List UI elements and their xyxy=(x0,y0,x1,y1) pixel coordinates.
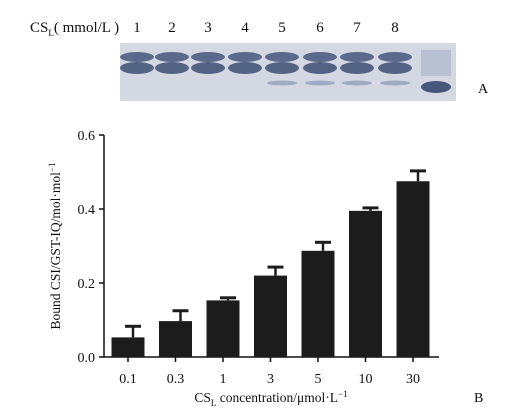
gel-band-faint xyxy=(380,80,410,86)
gel-band-upper xyxy=(155,52,189,62)
x-tick-label: 5 xyxy=(315,372,322,387)
y-tick-label: 0.0 xyxy=(78,351,96,366)
gel-band-upper xyxy=(120,52,154,62)
gel-band-main xyxy=(228,62,262,74)
bar xyxy=(349,210,382,357)
gel-title: CSL( mmol/L ) xyxy=(30,20,119,38)
bar xyxy=(111,337,145,357)
y-axis-ticks: 0.0 0.2 0.4 0.6 xyxy=(78,129,104,366)
x-tick-label: 10 xyxy=(359,372,373,387)
gel-lane-label: 6 xyxy=(316,20,324,36)
bar-chart: 0.0 0.2 0.4 0.6 0.1 0.3 1 3 5 10 30 Bound CSI/GST… xyxy=(47,129,483,408)
gel-panel-letter: A xyxy=(478,82,489,97)
gel-band-upper xyxy=(303,52,337,62)
bar xyxy=(206,300,240,357)
gel-lane-label: 4 xyxy=(241,20,249,36)
y-axis-label: Bound CSI/GST-IQ/mol·mol−1 xyxy=(47,163,63,330)
gel-lane-label: 2 xyxy=(168,20,176,36)
gel-lane-label: 1 xyxy=(133,20,141,36)
gel-band-main xyxy=(378,62,412,74)
gel-band-upper xyxy=(228,52,262,62)
x-tick-label: 0.1 xyxy=(119,372,137,387)
x-axis-ticks: 0.1 0.3 1 3 5 10 30 xyxy=(119,357,420,387)
gel-lane-label: 3 xyxy=(204,20,212,36)
bar xyxy=(301,250,335,357)
x-axis-label: CSL concentration/μmol·L−1 xyxy=(194,389,347,408)
gel-marker-smear xyxy=(421,50,451,76)
x-tick-label: 1 xyxy=(220,372,227,387)
x-tick-label: 3 xyxy=(267,372,274,387)
gel-band-main xyxy=(191,62,225,74)
gel-lane-label: 7 xyxy=(353,20,361,36)
gel-band-faint xyxy=(305,80,335,86)
gel-marker-band xyxy=(421,81,451,93)
gel-band-main xyxy=(120,62,154,74)
gel-band-main xyxy=(155,62,189,74)
gel-band-upper xyxy=(340,52,374,62)
x-tick-label: 0.3 xyxy=(167,372,185,387)
gel-lane-label: 8 xyxy=(391,20,399,36)
y-tick-label: 0.2 xyxy=(78,277,96,292)
bar xyxy=(159,321,192,357)
gel-band-upper xyxy=(265,52,299,62)
x-tick-label: 30 xyxy=(406,372,420,387)
y-tick-label: 0.4 xyxy=(78,203,96,218)
gel-lane-labels: 1 2 3 4 5 6 7 8 xyxy=(133,20,399,36)
gel-band-upper xyxy=(191,52,225,62)
chart-panel-letter: B xyxy=(474,391,483,406)
gel-band-faint xyxy=(267,80,297,86)
gel-band-main xyxy=(265,62,299,74)
bar-series xyxy=(111,169,430,357)
bar xyxy=(254,275,287,357)
gel-bands xyxy=(120,50,451,93)
gel-band-faint xyxy=(342,80,372,86)
gel-band-upper xyxy=(378,52,412,62)
gel-band-main xyxy=(303,62,337,74)
gel-panel: CSL( mmol/L ) 1 2 3 4 5 6 7 8 A xyxy=(30,20,489,101)
gel-lane-label: 5 xyxy=(278,20,286,36)
gel-band-main xyxy=(340,62,374,74)
bar xyxy=(396,181,430,357)
y-tick-label: 0.6 xyxy=(78,129,96,144)
